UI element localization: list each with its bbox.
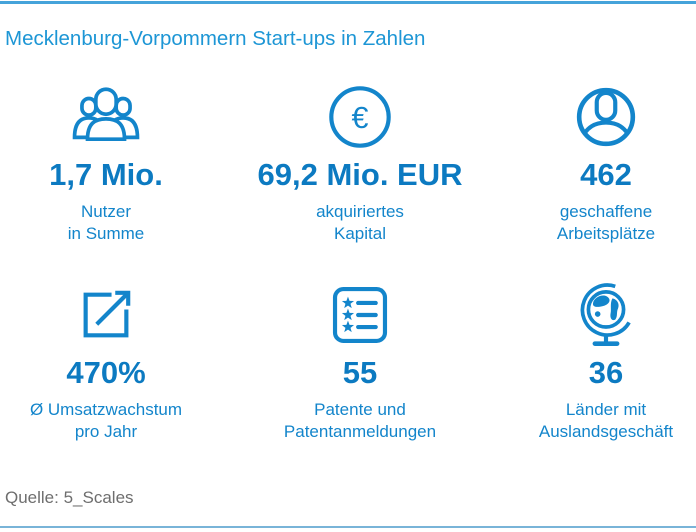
stat-label: Nutzer in Summe [67, 202, 145, 243]
svg-text:€: € [352, 101, 369, 135]
growth-arrow-icon [83, 290, 131, 338]
top-rule [0, 1, 696, 4]
source-note: Quelle: 5_Scales [5, 488, 134, 507]
stat-card-users: 1,7 Mio. Nutzer in Summe [0, 80, 212, 248]
page-title: Mecklenburg-Vorpommern Start-ups in Zahl… [5, 27, 426, 50]
stat-label: Länder mit Auslandsgeschäft [538, 400, 674, 441]
stat-card-capital: € 69,2 Mio. EUR akquiriertes Kapital [246, 80, 474, 248]
stat-label: akquiriertes Kapital [316, 202, 404, 243]
stat-label: geschaffene Arbeitsplätze [556, 202, 656, 243]
stat-label: Patente und Patentanmeldungen [283, 400, 437, 441]
bottom-rule [0, 526, 696, 528]
stat-card-growth: 470% Ø Umsatzwachstum pro Jahr [0, 278, 212, 456]
stat-card-jobs: 462 geschaffene Arbeitsplätze [494, 80, 696, 248]
stat-value: 36 [588, 355, 624, 390]
stat-value: 470% [66, 355, 146, 390]
globe-stand-icon [580, 283, 631, 346]
stat-card-countries: 36 Länder mit Auslandsgeschäft [494, 278, 696, 456]
stat-value: 462 [580, 157, 632, 192]
stat-card-patents: 55 Patente und Patentanmeldungen [246, 278, 474, 456]
stat-value: 55 [342, 355, 378, 390]
people-group-icon [72, 87, 140, 142]
stat-value: 69,2 Mio. EUR [257, 157, 463, 192]
person-circle-icon [576, 87, 636, 147]
patent-list-icon [332, 287, 388, 343]
stat-value: 1,7 Mio. [49, 157, 163, 192]
stat-label: Ø Umsatzwachstum pro Jahr [29, 400, 183, 441]
euro-circle-icon: € [329, 86, 391, 148]
